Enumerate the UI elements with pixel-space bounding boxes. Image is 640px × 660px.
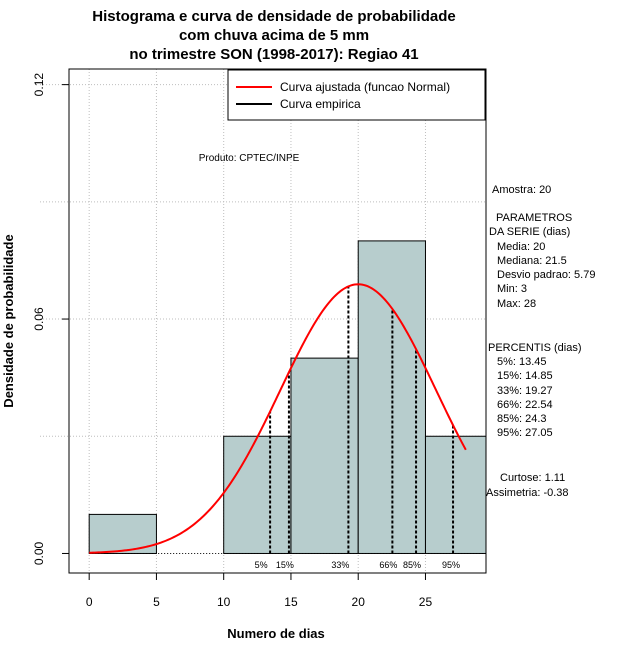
- percentil-85: 85%: 24.3: [497, 413, 547, 425]
- legend-empirical-label: Curva empirica: [280, 97, 361, 111]
- percentil-5: 5%: 13.45: [497, 356, 547, 368]
- x-axis: 0 5 10 15 20 25: [86, 572, 433, 609]
- legend-curve-label: Curva ajustada (funcao Normal): [280, 80, 450, 94]
- histogram-bars: [88, 240, 487, 554]
- chart-title-line-3: no trimestre SON (1998-2017): Regiao 41: [129, 46, 418, 63]
- chart-title-line-2: com chuva acima de 5 mm: [179, 27, 369, 44]
- percentile-label-5: 95%: [442, 560, 460, 570]
- param-media: Media: 20: [497, 241, 545, 253]
- y-tick-label-2: 0.12: [32, 73, 46, 97]
- params-title-1: PARAMETROS: [496, 212, 572, 224]
- y-axis: 0.00 0.06 0.12: [32, 73, 70, 565]
- fitted-curve: [89, 283, 467, 554]
- param-min: Min: 3: [497, 283, 527, 295]
- assimetria-text: Assimetria: -0.38: [486, 487, 569, 499]
- side-panel: Amostra: 20 PARAMETROS DA SERIE (dias) M…: [486, 184, 595, 499]
- legend-box: [227, 69, 486, 121]
- percentil-33: 33%: 19.27: [497, 385, 553, 397]
- histogram-bar-3: [290, 357, 359, 554]
- percentile-lines: [269, 286, 455, 554]
- histogram-bar-2: [223, 435, 292, 554]
- percentil-66: 66%: 22.54: [497, 399, 553, 411]
- y-tick-label-1: 0.06: [32, 307, 46, 331]
- chart-title-line-1: Histograma e curva de densidade de proba…: [92, 8, 455, 25]
- percentile-label-2: 33%: [331, 560, 349, 570]
- curtose-text: Curtose: 1.11: [500, 472, 565, 484]
- x-tick-label-1: 5: [153, 595, 160, 609]
- product-note: Produto: CPTEC/INPE: [199, 153, 300, 164]
- x-tick-label-3: 15: [284, 595, 298, 609]
- percentile-label-4: 85%: [403, 560, 421, 570]
- percentile-label-0: 5%: [255, 560, 268, 570]
- percentile-labels: 5% 15% 33% 66% 85% 95%: [255, 560, 460, 570]
- x-tick-label-5: 25: [419, 595, 433, 609]
- percentil-15: 15%: 14.85: [497, 370, 553, 382]
- legend: Curva ajustada (funcao Normal) Curva emp…: [227, 69, 486, 121]
- histogram-bar-5: [424, 435, 487, 554]
- x-axis-label: Numero de dias: [227, 626, 325, 641]
- param-mediana: Mediana: 21.5: [497, 255, 567, 267]
- y-axis-label: Densidade de probabilidade: [1, 234, 16, 407]
- x-tick-label-2: 10: [217, 595, 231, 609]
- param-max: Max: 28: [497, 298, 536, 310]
- x-tick-label-0: 0: [86, 595, 93, 609]
- percentil-95: 95%: 27.05: [497, 427, 553, 439]
- params-title-2: DA SERIE (dias): [489, 226, 570, 238]
- sample-text: Amostra: 20: [492, 184, 551, 196]
- x-tick-label-4: 20: [352, 595, 366, 609]
- normal-curve-path: [89, 283, 467, 554]
- percentile-label-1: 15%: [276, 560, 294, 570]
- param-desvio: Desvio padrao: 5.79: [497, 269, 595, 281]
- percentile-label-3: 66%: [379, 560, 397, 570]
- percentis-title: PERCENTIS (dias): [488, 342, 582, 354]
- y-tick-label-0: 0.00: [32, 541, 46, 565]
